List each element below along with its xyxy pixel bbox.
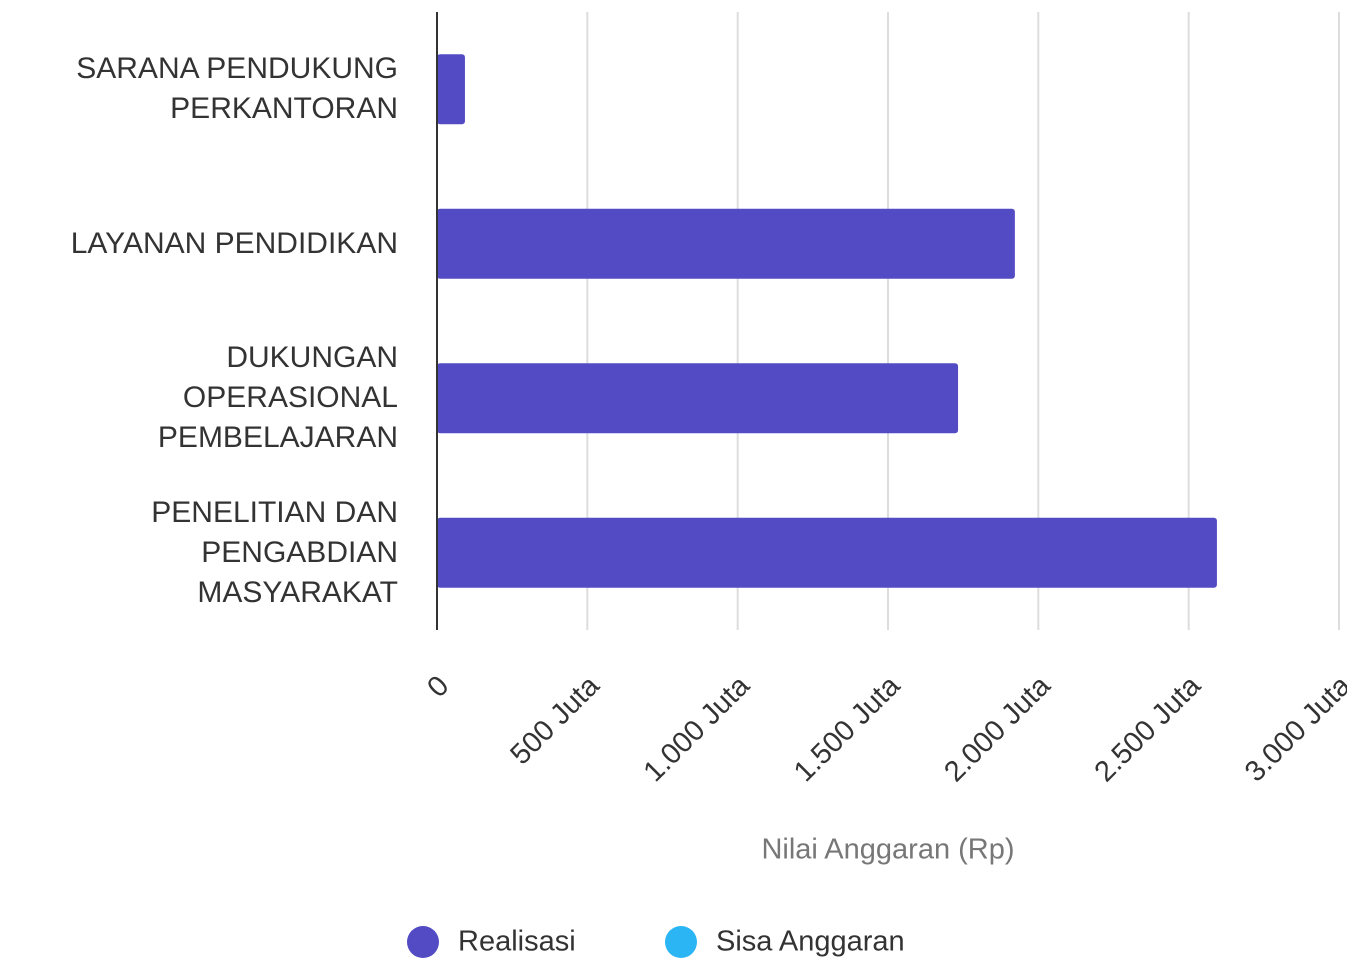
legend-label: Sisa Anggaran [716,926,905,958]
x-tick-label: 0 [421,670,455,704]
bar [437,363,959,434]
bar [437,517,1217,588]
y-tick-label: PENELITIAN DAN PENGABDIAN MASYARAKAT [151,495,398,609]
x-tick-label: 2.000 Juta [938,669,1057,788]
x-tick-label: 1.500 Juta [788,669,907,788]
x-tick-label: 3.000 Juta [1239,669,1347,788]
y-tick-label: DUKUNGAN OPERASIONAL PEMBELAJARAN [157,341,398,455]
x-tick-label: 500 Juta [504,669,606,771]
x-tick-label: 1.000 Juta [638,669,757,788]
y-tick-label: LAYANAN PENDIDIKAN [70,226,398,260]
legend-marker [407,926,439,958]
bar [437,54,465,125]
bar [437,208,1015,279]
legend-marker [665,926,697,958]
y-tick-label: SARANA PENDUKUNG PERKANTORAN [76,52,398,126]
x-axis-title: Nilai Anggaran (Rp) [761,834,1014,866]
x-tick-label: 2.500 Juta [1089,669,1208,788]
legend-label: Realisasi [458,926,576,958]
